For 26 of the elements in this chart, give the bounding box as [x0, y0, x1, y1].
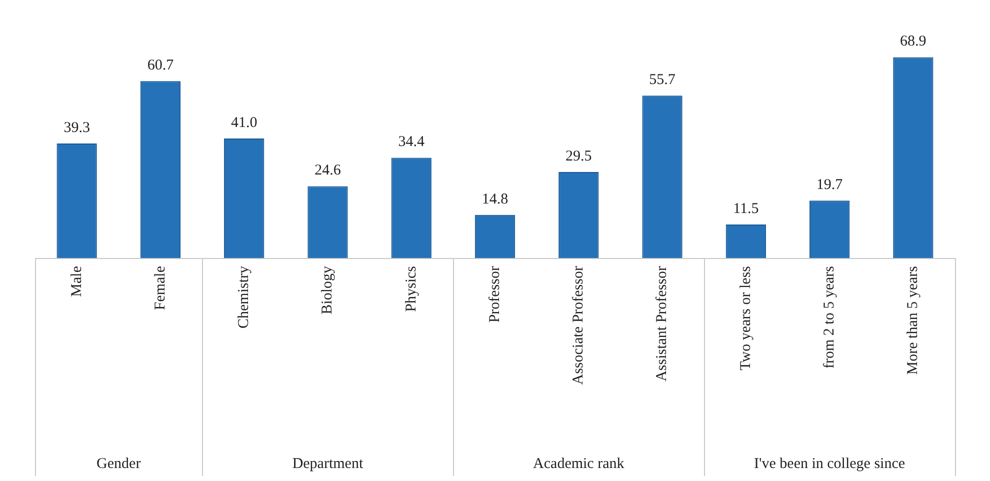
- x-tick-label: Associate Professor: [570, 266, 587, 385]
- text: I've been in college since: [754, 456, 906, 472]
- x-tick-label: from 2 to 5 years: [821, 266, 838, 368]
- data-label: 41.0: [230, 114, 258, 131]
- x-tick-label: Male: [68, 266, 85, 297]
- data-label: 60.7: [147, 58, 174, 74]
- x-tick-label: Physics: [403, 266, 420, 312]
- x-tick-label: Professor: [486, 266, 503, 323]
- x-tick-label: Chemistry: [236, 266, 252, 328]
- x-tick-label: Biology: [320, 266, 336, 314]
- x-tick-label: More than 5 years: [905, 266, 922, 375]
- data-label: 29.5: [566, 148, 592, 164]
- data-label: 55.7: [649, 72, 676, 88]
- data-label: 14.8: [482, 191, 508, 208]
- text: Gender: [96, 456, 141, 472]
- data-label: 19.7: [816, 177, 844, 194]
- data-label: 24.6: [314, 162, 342, 179]
- data-label: 68.9: [900, 34, 926, 50]
- data-label: 11.5: [733, 200, 759, 217]
- data-label: 34.4: [398, 134, 425, 150]
- text: Academic rank: [533, 456, 625, 472]
- x-tick-label: Female: [152, 266, 168, 310]
- x-tick-label: Assistant Professor: [654, 266, 670, 382]
- text: Department: [292, 456, 364, 472]
- data-label: 39.3: [64, 120, 90, 136]
- x-tick-label: Two years or less: [738, 266, 754, 370]
